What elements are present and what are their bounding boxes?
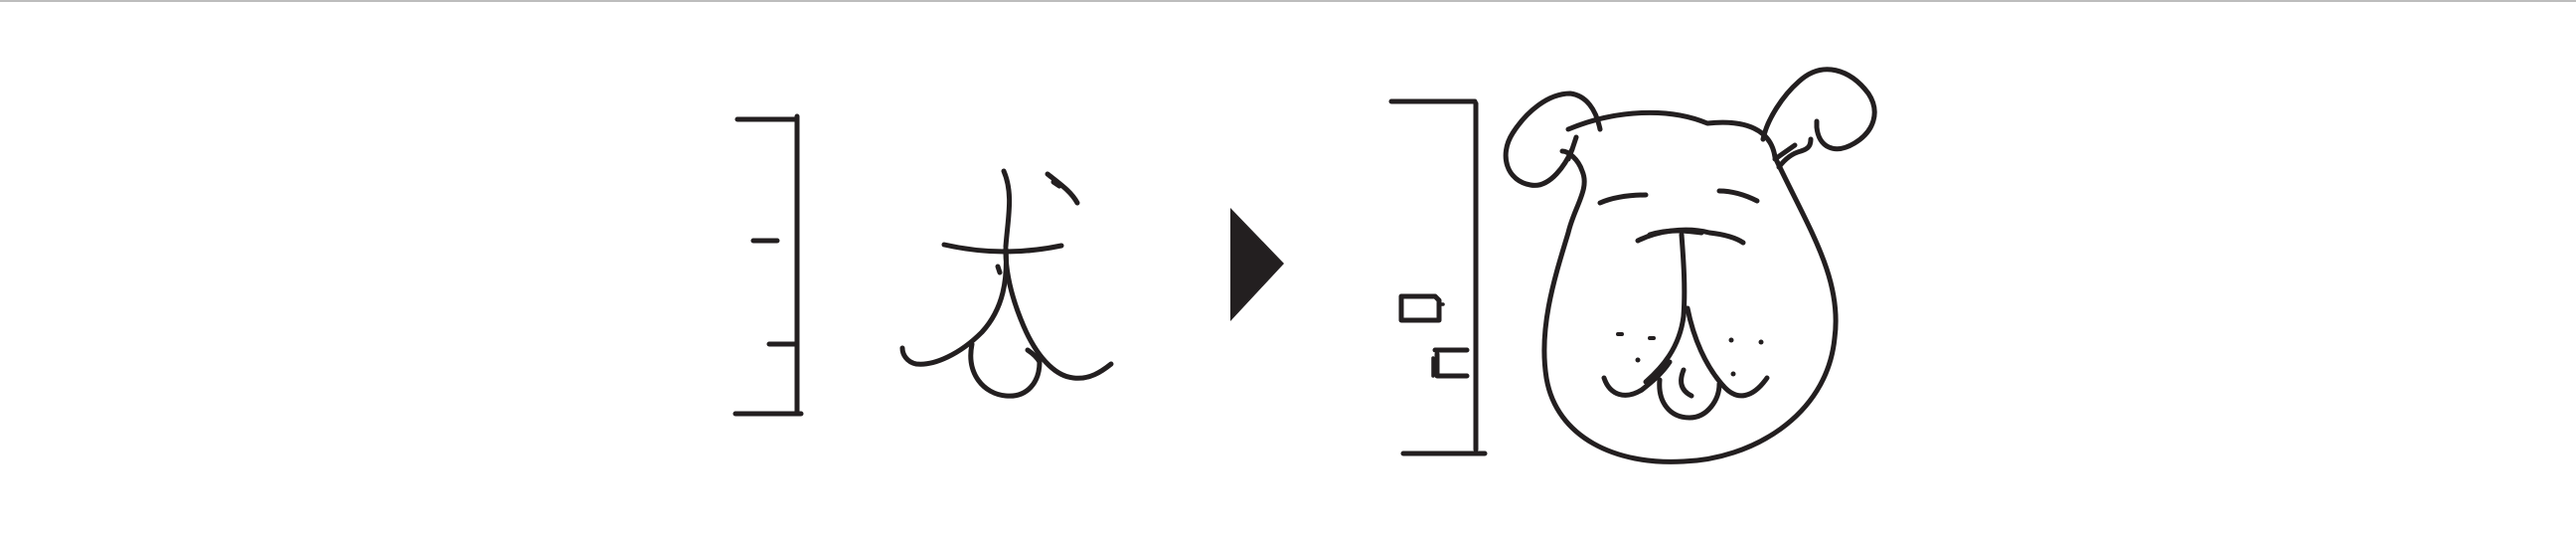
- dog-character-glyph: [899, 168, 1114, 399]
- dog-face-drawing: [1503, 67, 1877, 464]
- left-bracket-icon: [732, 113, 804, 417]
- right-bracket-icon: [1388, 98, 1488, 456]
- transform-arrow-icon: [1230, 208, 1284, 321]
- top-border-line: [0, 0, 2576, 2]
